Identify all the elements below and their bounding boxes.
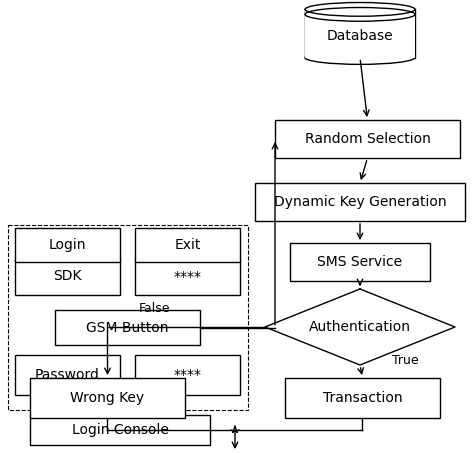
Text: SMS Service: SMS Service [318, 255, 402, 269]
Bar [305, 10, 415, 58]
Bar [275, 120, 460, 158]
Text: ****: **** [173, 270, 201, 284]
Bar [135, 228, 240, 262]
Text: Exit: Exit [174, 238, 201, 252]
Text: Dynamic Key Generation: Dynamic Key Generation [273, 195, 447, 209]
Bar [255, 183, 465, 221]
Text: Transaction: Transaction [323, 391, 402, 405]
Bar [55, 310, 200, 345]
Ellipse shape [305, 3, 415, 16]
Text: ****: **** [173, 368, 201, 382]
Bar [15, 355, 120, 395]
Bar [135, 355, 240, 395]
Text: Login: Login [49, 238, 86, 252]
Bar [290, 243, 430, 281]
Bar [30, 378, 185, 418]
Bar [135, 258, 240, 295]
Bar [30, 415, 210, 445]
Text: SDK: SDK [53, 270, 82, 284]
Text: Password: Password [35, 368, 100, 382]
Ellipse shape [305, 51, 415, 64]
Text: Authentication: Authentication [309, 320, 411, 334]
Text: Database: Database [327, 29, 393, 43]
Text: GSM Button: GSM Button [86, 321, 169, 334]
Bar [285, 378, 440, 418]
Text: Login Console: Login Console [72, 423, 168, 437]
Bar [8, 225, 248, 410]
Bar [15, 228, 120, 262]
Text: False: False [139, 302, 171, 314]
Text: Wrong Key: Wrong Key [71, 391, 145, 405]
Text: True: True [392, 353, 419, 366]
Bar [15, 258, 120, 295]
Text: Random Selection: Random Selection [305, 132, 430, 146]
